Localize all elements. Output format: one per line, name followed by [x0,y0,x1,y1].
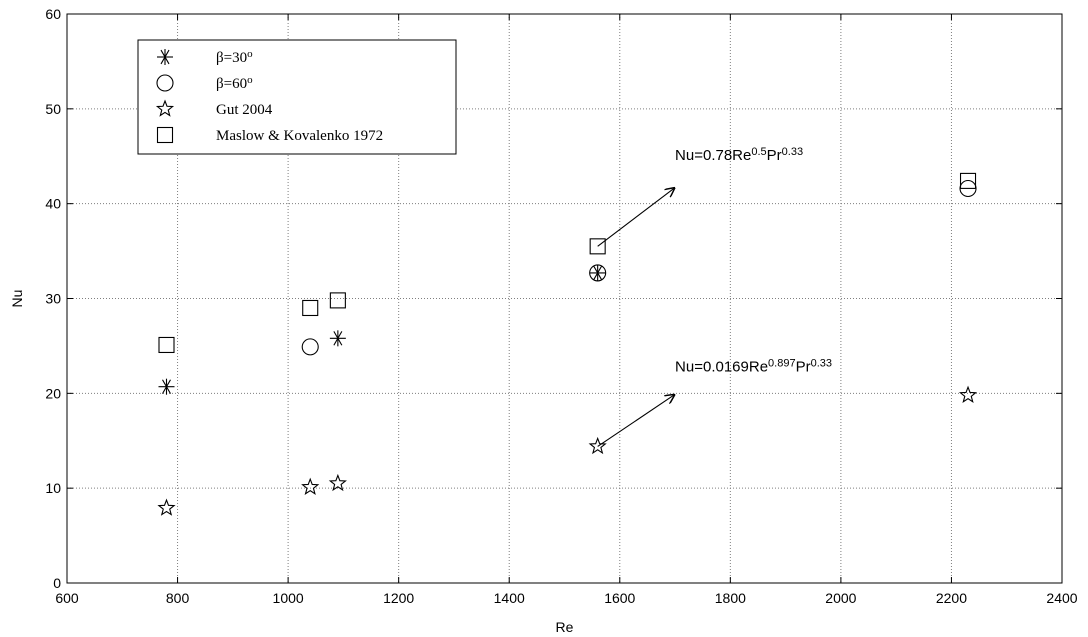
legend-marker-4 [156,126,174,144]
legend-entry-4: Maslow & Kovalenko 1972 [216,128,383,144]
x-tick-label: 2200 [936,590,967,606]
series-2-point [301,338,319,356]
x-axis-label: Re [556,619,574,635]
annotation-arrow [597,188,675,247]
series-3-point [157,498,176,516]
series-4-point [158,336,175,354]
y-tick-label: 60 [45,6,61,22]
series-1-point [329,330,346,347]
series-3-point [301,477,320,495]
series-1-point [589,264,606,281]
legend: β=30o β=60o Gut 2004 Maslow & Kovalenko 197… [137,39,457,155]
x-tick-label: 1800 [715,590,746,606]
x-tick-label: 1200 [383,590,414,606]
series-4-point [329,292,346,309]
legend-marker-3 [155,99,175,117]
x-tick-label: 1000 [273,590,304,606]
legend-marker-2 [156,74,174,92]
y-tick-label: 50 [45,101,61,117]
x-tick-label: 600 [55,590,79,606]
annotations: Nu=0.78Re0.5Pr0.33 Nu=0.0169Re0.897Pr0.33 [597,146,832,447]
series-3-point [328,473,347,492]
series-3-point [958,385,978,403]
y-tick-label: 30 [45,291,61,307]
series-2-point [589,264,607,282]
legend-entry-2: β=60o [216,74,253,92]
data-markers [157,172,978,516]
legend-entry-1: β=30o [216,48,253,66]
x-tick-label: 800 [166,590,190,606]
y-tick-label: 20 [45,385,61,401]
x-tick-label: 2400 [1046,590,1077,606]
series-1-point [158,378,175,395]
series-4-point [959,172,977,189]
y-tick-label: 10 [45,480,61,496]
y-tick-label: 40 [45,196,61,212]
y-tick-label: 0 [53,575,61,591]
series-4-point [302,299,319,317]
legend-marker-1 [157,49,173,65]
series-3-point [588,436,607,455]
series-4-point [589,238,606,255]
annotation-text: Nu=0.78Re0.5Pr0.33 [675,146,803,164]
y-axis-label: Nu [9,290,25,308]
legend-entry-3: Gut 2004 [216,102,273,118]
annotation-arrow [597,394,675,447]
axis-ticks: 600 800 1000 1200 1400 1600 1800 2000 2200 2400 0 1… [45,6,1077,606]
annotation-text: Nu=0.0169Re0.897Pr0.33 [675,358,832,376]
x-tick-label: 1400 [494,590,525,606]
x-tick-label: 2000 [825,590,856,606]
legend-box [137,39,457,155]
x-tick-label: 1600 [604,590,635,606]
